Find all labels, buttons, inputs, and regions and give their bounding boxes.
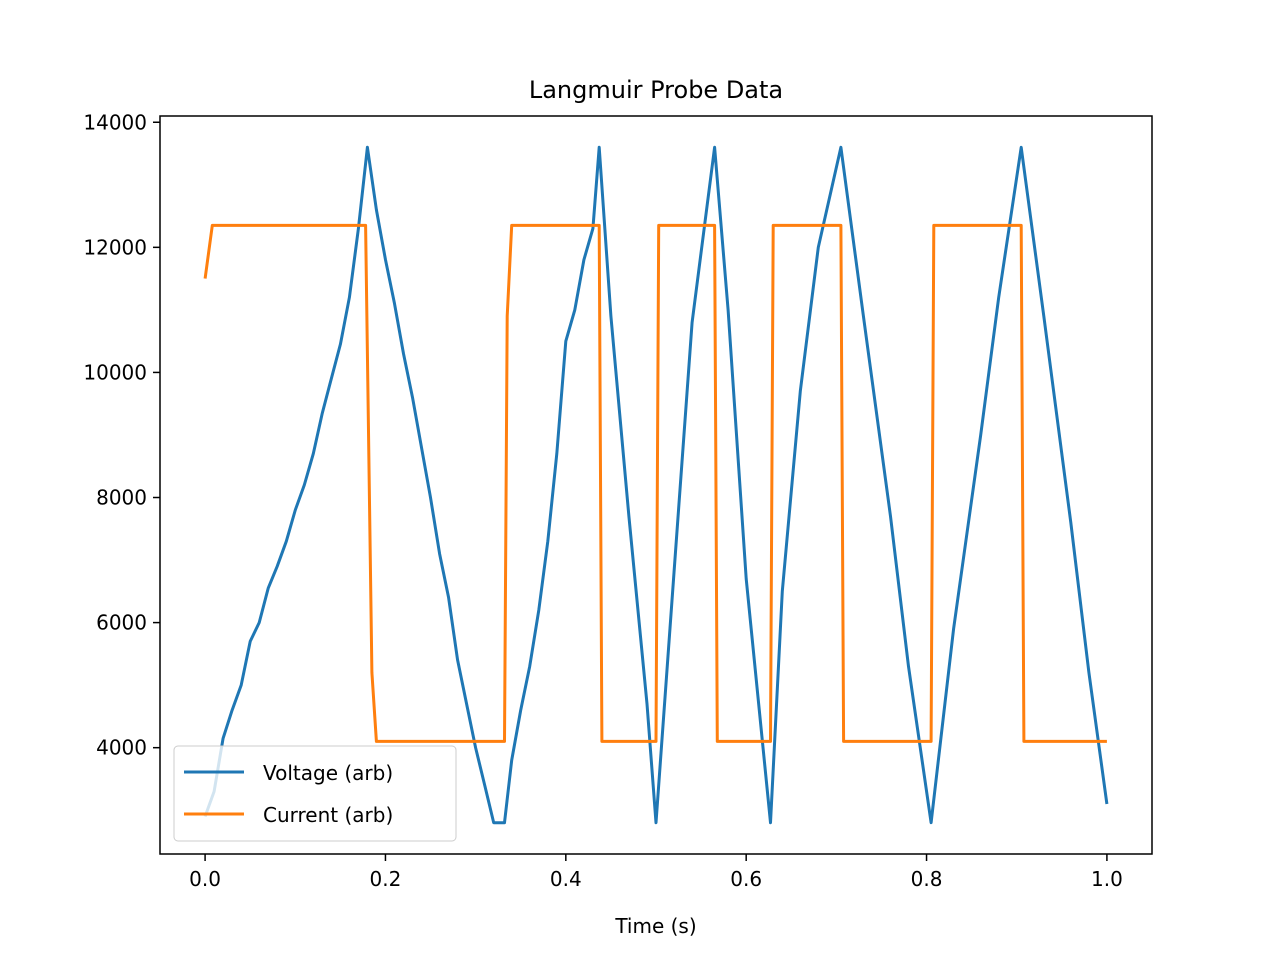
legend-label-voltage: Voltage (arb)	[263, 761, 393, 785]
y-tick-label: 10000	[83, 360, 147, 384]
legend-label-current: Current (arb)	[263, 803, 393, 827]
series-layer	[203, 145, 1109, 825]
y-axis: 4000 6000 8000 10000 12000 14000	[83, 110, 160, 760]
y-tick-label: 12000	[83, 235, 147, 259]
x-axis-label: Time (s)	[614, 914, 696, 938]
legend-box	[173, 745, 457, 842]
x-tick-label: 0.4	[550, 867, 582, 891]
y-tick-label: 14000	[83, 110, 147, 134]
series-line-current	[203, 223, 1107, 743]
y-tick-label: 8000	[96, 486, 147, 510]
x-tick-label: 0.2	[370, 867, 402, 891]
x-axis: 0.0 0.2 0.4 0.6 0.8 1.0	[189, 854, 1123, 891]
x-tick-label: 0.6	[730, 867, 762, 891]
legend: Voltage (arb) Current (arb)	[173, 745, 457, 842]
series-line-voltage	[203, 145, 1109, 825]
x-tick-label: 0.8	[911, 867, 943, 891]
y-tick-label: 6000	[96, 611, 147, 635]
plot-frame	[159, 115, 1153, 855]
chart-title: Langmuir Probe Data	[529, 76, 783, 104]
x-tick-label: 1.0	[1091, 867, 1123, 891]
x-tick-label: 0.0	[189, 867, 221, 891]
y-tick-label: 4000	[96, 736, 147, 760]
